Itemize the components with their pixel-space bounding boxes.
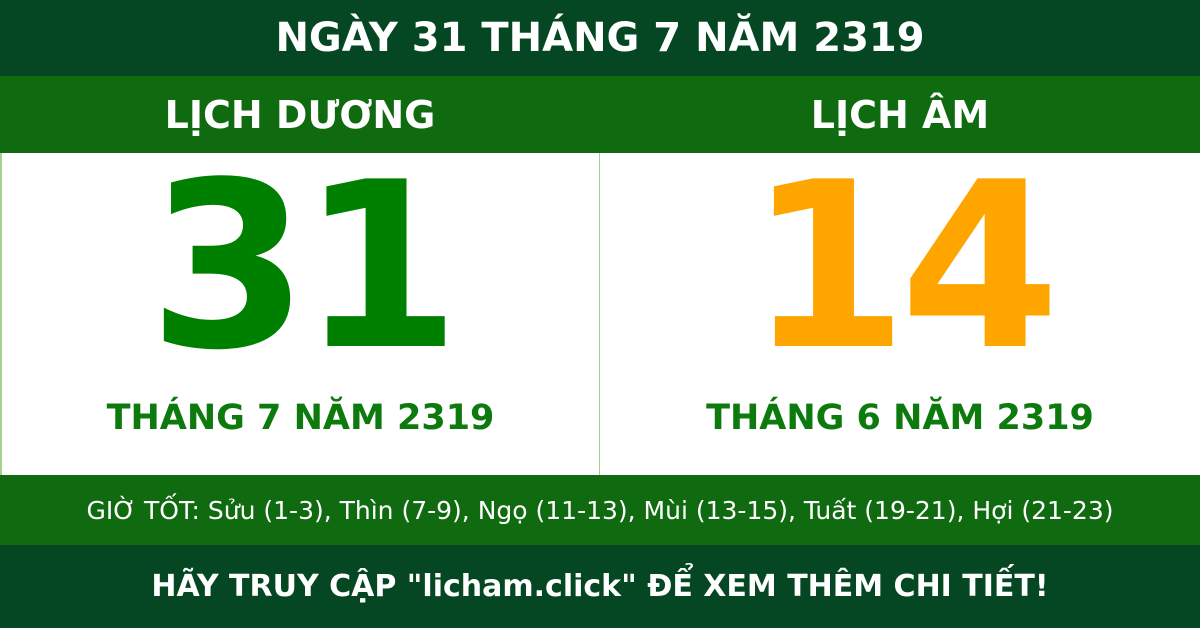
solar-column: 31 THÁNG 7 NĂM 2319 — [0, 153, 600, 475]
calendar-headers: LỊCH DƯƠNG LỊCH ÂM — [0, 76, 1200, 153]
lunar-heading: LỊCH ÂM — [810, 92, 990, 137]
solar-month-year: THÁNG 7 NĂM 2319 — [106, 398, 495, 438]
lunar-day: 14 — [747, 134, 1060, 401]
good-hours: GIỜ TỐT: Sửu (1-3), Thìn (7-9), Ngọ (11-… — [0, 475, 1200, 545]
lunar-month-year: THÁNG 6 NĂM 2319 — [706, 398, 1094, 438]
calendar-body: 31 THÁNG 7 NĂM 2319 14 THÁNG 6 NĂM 2319 — [0, 153, 1200, 475]
solar-heading: LỊCH DƯƠNG — [164, 92, 436, 137]
solar-day: 31 — [148, 134, 460, 401]
footer-cta: HÃY TRUY CẬP "licham.click" ĐỂ XEM THÊM … — [0, 545, 1200, 628]
lunar-column: 14 THÁNG 6 NĂM 2319 — [600, 153, 1200, 475]
page-title: NGÀY 31 THÁNG 7 NĂM 2319 — [0, 0, 1200, 76]
